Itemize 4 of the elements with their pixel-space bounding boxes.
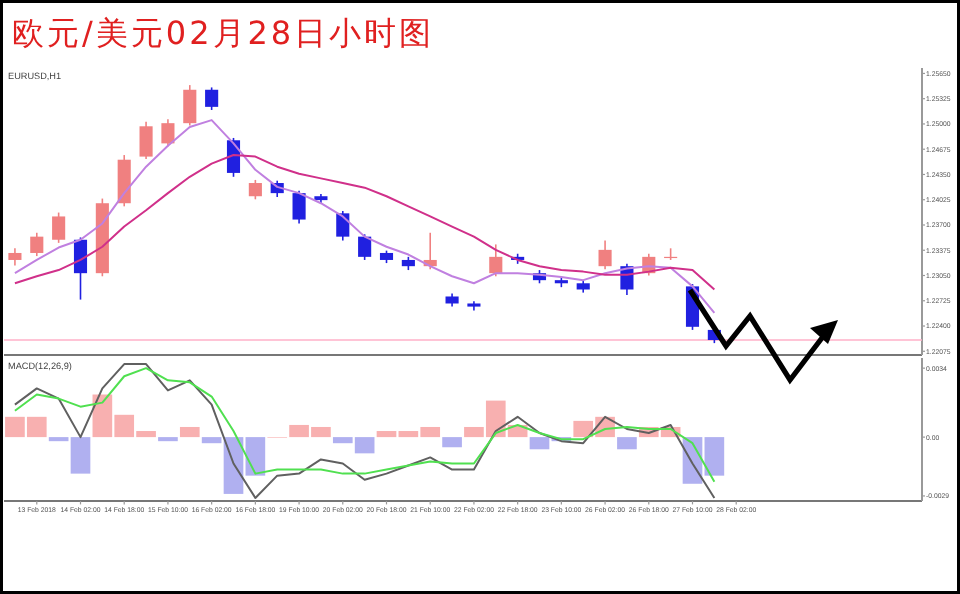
chart-title: 欧元/美元02月28日小时图 bbox=[12, 14, 435, 52]
bar bbox=[617, 437, 637, 450]
bar bbox=[179, 426, 200, 438]
bar bbox=[442, 437, 462, 448]
